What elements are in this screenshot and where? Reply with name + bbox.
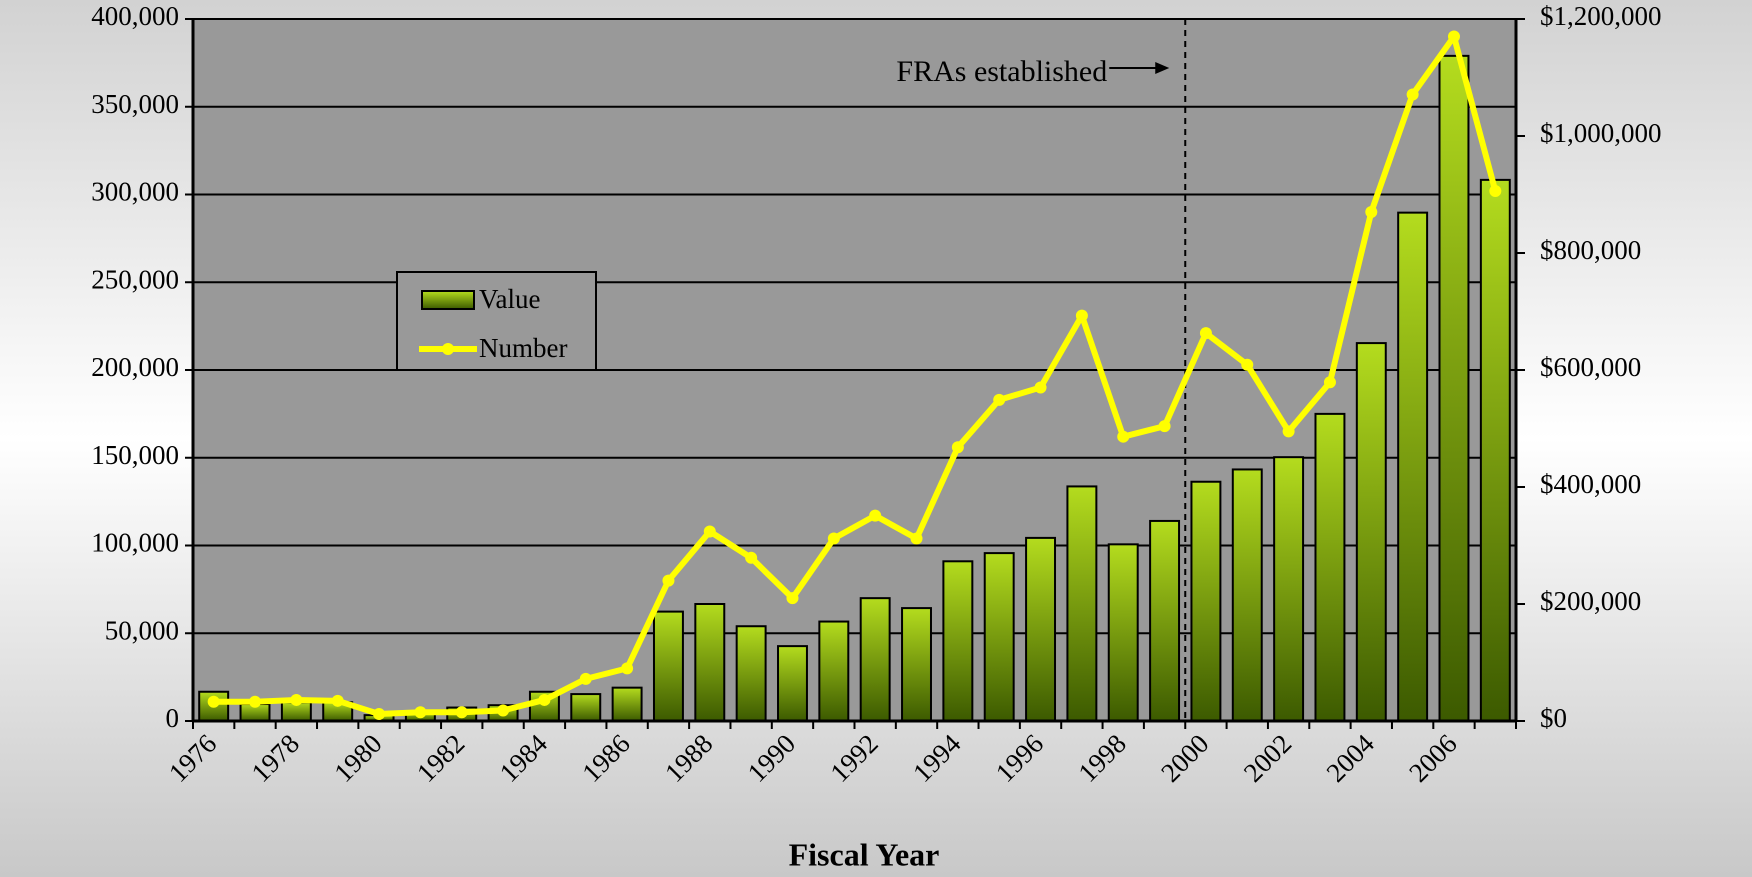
bar	[901, 607, 932, 722]
bar	[942, 560, 974, 722]
bar	[735, 625, 767, 722]
line-marker	[993, 393, 1006, 406]
bar	[1107, 543, 1139, 723]
line-marker	[538, 693, 551, 706]
line-marker	[1406, 88, 1419, 101]
annotation-arrowhead	[1155, 62, 1170, 74]
bar	[818, 620, 850, 722]
line-marker	[1323, 376, 1336, 389]
line-marker	[621, 662, 634, 675]
bar	[859, 597, 891, 723]
line-marker	[331, 694, 344, 707]
line-marker	[745, 551, 758, 564]
line-marker	[1034, 381, 1047, 394]
line-marker	[827, 532, 840, 545]
line-marker	[497, 704, 510, 717]
bar	[1438, 54, 1470, 723]
line-marker	[703, 525, 716, 538]
line-marker	[1075, 309, 1088, 322]
line-marker	[1199, 327, 1212, 340]
bar	[611, 686, 643, 723]
y-tick-label: 200,000	[91, 352, 179, 382]
bar	[983, 552, 1015, 722]
line-marker	[579, 672, 592, 685]
line-marker	[869, 509, 882, 522]
y-tick-label: 0	[166, 703, 180, 733]
line-marker	[207, 695, 220, 708]
line-marker	[1158, 420, 1171, 433]
bar	[1231, 468, 1263, 723]
y2-tick-label: $600,000	[1540, 352, 1641, 382]
line-marker	[1117, 430, 1130, 443]
y-tick-label: 400,000	[91, 1, 179, 31]
y2-tick-label: $0	[1540, 703, 1567, 733]
y2-tick-label: $1,200,000	[1540, 1, 1662, 31]
line-marker	[910, 532, 923, 545]
annotation: FRAs established	[896, 55, 1107, 88]
line-marker	[290, 693, 303, 706]
y-tick-label: 250,000	[91, 264, 179, 294]
y-tick-label: 50,000	[105, 615, 179, 645]
bar	[1149, 519, 1181, 722]
bar	[652, 610, 684, 722]
bar	[1355, 342, 1387, 722]
legend-swatch-marker	[442, 343, 454, 355]
bar	[777, 645, 808, 722]
bar	[1479, 178, 1511, 722]
y2-tick-label: $200,000	[1540, 586, 1641, 616]
bar	[1314, 412, 1346, 722]
y2-tick-label: $1,000,000	[1540, 118, 1662, 148]
legend-label: Number	[479, 333, 567, 363]
line-marker	[1282, 425, 1295, 438]
legend	[396, 271, 597, 371]
bar	[1025, 536, 1057, 723]
line-marker	[249, 695, 262, 708]
line-marker	[373, 707, 386, 720]
legend-swatch	[421, 290, 475, 310]
bar	[1190, 480, 1222, 722]
line-marker	[662, 574, 675, 587]
y-tick-label: 350,000	[91, 89, 179, 119]
line-marker	[414, 706, 427, 719]
x-axis-title: Fiscal Year	[789, 836, 940, 872]
y-tick-label: 300,000	[91, 177, 179, 207]
y-tick-label: 100,000	[91, 528, 179, 558]
y2-tick-label: $800,000	[1540, 235, 1641, 265]
legend-label: Value	[479, 284, 540, 314]
y-tick-label: 150,000	[91, 440, 179, 470]
line-marker	[1489, 184, 1502, 197]
bar	[1066, 485, 1098, 723]
line-marker	[1365, 206, 1378, 219]
line-marker	[786, 592, 799, 605]
bar	[1397, 211, 1429, 722]
bar	[694, 603, 726, 722]
bar	[570, 693, 602, 723]
y2-tick-label: $400,000	[1540, 469, 1641, 499]
line-marker	[951, 441, 964, 454]
line-marker	[1241, 358, 1254, 371]
bar	[1273, 456, 1305, 722]
line-marker	[455, 706, 468, 719]
line	[213, 33, 1499, 717]
line-marker	[1447, 30, 1460, 43]
